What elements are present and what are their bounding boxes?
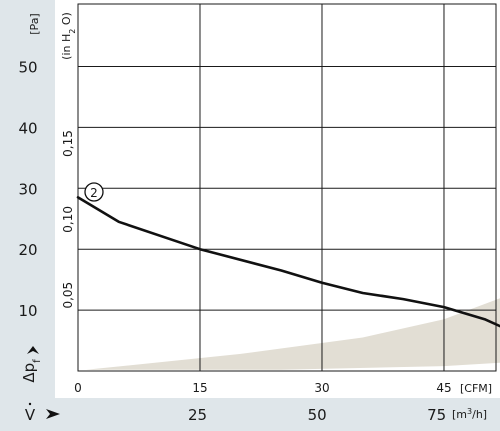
x-axis-arrow xyxy=(46,409,60,419)
x-tick-label: 0 xyxy=(74,381,82,395)
y2-unit-label: (in H2 O) xyxy=(60,12,77,60)
x2-tick-label: 25 xyxy=(188,406,207,424)
plot-frame xyxy=(77,3,497,372)
y-tick-label: 20 xyxy=(18,241,37,259)
x-axis-symbol: V xyxy=(25,406,36,424)
x-axis-symbol-dot xyxy=(28,402,32,406)
axis-labels: 10 20 30 40 50 [Pa] 0,05 0,10 0,15 (in H2 O) Δpf 0 1… xyxy=(18,12,492,424)
plot-background xyxy=(78,4,496,371)
x-tick-label: 45 xyxy=(436,381,451,395)
x2-unit-label: [m3/h] xyxy=(452,407,487,422)
x-tick-label: 15 xyxy=(192,381,207,395)
y-axis-symbol: Δpf xyxy=(20,359,43,383)
series-layer: 2 xyxy=(76,182,500,328)
y2-tick-label: 0,15 xyxy=(61,130,75,157)
y-unit-label: [Pa] xyxy=(28,13,41,34)
series-label: 2 xyxy=(90,186,98,200)
y-tick-label: 50 xyxy=(18,59,37,77)
y2-tick-label: 0,10 xyxy=(61,206,75,233)
y-tick-label: 30 xyxy=(18,180,37,198)
operating-area-layer xyxy=(86,298,500,370)
x2-tick-label: 75 xyxy=(427,406,446,424)
y-tick-label: 10 xyxy=(18,302,37,320)
x-tick-label: 30 xyxy=(314,381,329,395)
operating-area xyxy=(86,298,500,370)
x2-tick-label: 50 xyxy=(308,406,327,424)
series-line xyxy=(76,196,500,328)
y-axis-arrow xyxy=(27,346,39,354)
grid xyxy=(77,3,497,372)
series-label-circle xyxy=(84,182,104,202)
y-tick-label: 40 xyxy=(18,119,37,137)
left-band xyxy=(0,0,55,398)
bottom-band xyxy=(0,398,500,431)
x-unit-label: [CFM] xyxy=(460,382,492,395)
y2-tick-label: 0,05 xyxy=(61,282,75,309)
